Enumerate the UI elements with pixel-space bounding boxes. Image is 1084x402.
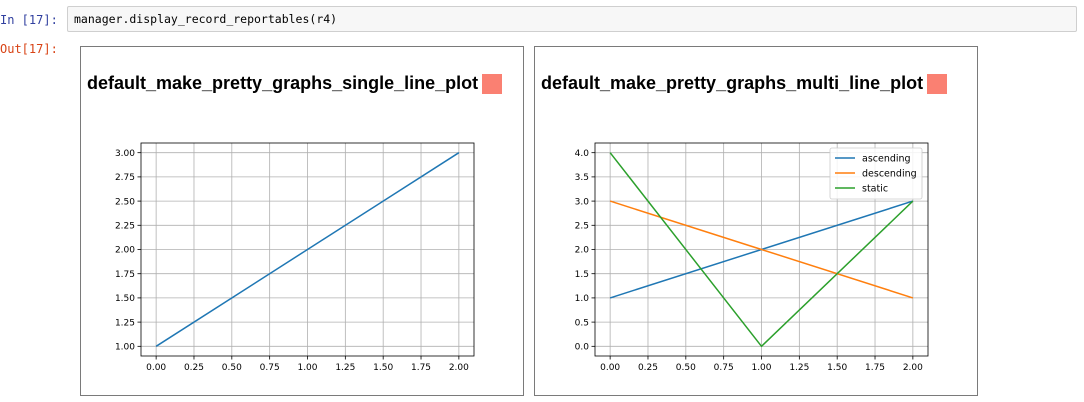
x-tick-label: 0.50: [676, 363, 696, 373]
panel-title: default_make_pretty_graphs_single_line_p…: [87, 73, 503, 94]
y-tick-label: 2.50: [115, 197, 135, 207]
y-tick-label: 1.75: [115, 270, 135, 280]
reportable-panel-single-line: default_make_pretty_graphs_single_line_p…: [80, 46, 524, 396]
y-tick-label: 2.0: [575, 246, 590, 256]
x-tick-label: 0.25: [638, 363, 658, 373]
legend-box: [829, 147, 923, 200]
y-tick-label: 2.75: [115, 173, 135, 183]
y-tick-label: 2.25: [115, 221, 135, 231]
x-tick-label: 1.25: [335, 363, 355, 373]
series-line-static: [609, 152, 914, 348]
input-prompt: In [17]:: [0, 13, 58, 27]
x-tick-label: 0.75: [260, 363, 280, 373]
x-tick-label: 1.00: [297, 363, 317, 373]
y-tick-label: 3.5: [575, 173, 589, 183]
x-tick-label: 0.75: [714, 363, 734, 373]
x-tick-label: 1.50: [373, 363, 393, 373]
y-tick-label: 4.0: [575, 149, 590, 159]
code-cell-input[interactable]: manager.display_record_reportables(r4): [67, 6, 1077, 32]
y-tick-label: 1.00: [115, 343, 135, 353]
x-tick-label: 0.00: [600, 363, 620, 373]
y-tick-label: 1.25: [115, 318, 135, 328]
axes-frame: [594, 142, 929, 357]
y-tick-label: 3.0: [575, 197, 590, 207]
series-line: [155, 152, 460, 347]
x-tick-label: 0.00: [146, 363, 166, 373]
legend-label: descending: [862, 168, 917, 179]
y-tick-label: 1.50: [115, 294, 135, 304]
y-tick-label: 0.5: [575, 318, 589, 328]
y-tick-label: 3.00: [115, 149, 135, 159]
x-tick-label: 1.75: [865, 363, 885, 373]
y-tick-label: 1.5: [575, 270, 589, 280]
x-tick-label: 1.75: [411, 363, 431, 373]
x-tick-label: 1.25: [789, 363, 809, 373]
x-tick-label: 0.50: [222, 363, 242, 373]
status-swatch: [482, 73, 503, 94]
x-tick-label: 2.00: [449, 363, 469, 373]
multi-line-chart: 0.00 0.25 0.50 0.75 1.00 1.25 1.50 1.75 2.00 0.0 0…: [575, 142, 929, 373]
x-tick-label: 0.25: [184, 363, 204, 373]
output-prompt: Out[17]:: [0, 42, 58, 56]
single-line-chart: 0.00 0.25 0.50 0.75 1.00 1.25 1.50 1.75 2.00 1.00…: [115, 142, 475, 373]
y-tick-label: 2.00: [115, 246, 135, 256]
axes-frame: [140, 142, 475, 357]
y-tick-label: 2.5: [575, 221, 589, 231]
legend-label: static: [862, 183, 888, 194]
x-tick-label: 2.00: [903, 363, 923, 373]
status-swatch: [927, 73, 948, 94]
legend-label: ascending: [862, 153, 911, 164]
panel-title-text: default_make_pretty_graphs_single_line_p…: [87, 73, 479, 93]
reportable-panel-multi-line: default_make_pretty_graphs_multi_line_pl…: [534, 46, 978, 396]
x-tick-label: 1.00: [751, 363, 771, 373]
y-tick-label: 0.0: [575, 343, 590, 353]
x-tick-label: 1.50: [827, 363, 847, 373]
y-tick-label: 1.0: [575, 294, 590, 304]
panel-title: default_make_pretty_graphs_multi_line_pl…: [541, 73, 948, 94]
panel-title-text: default_make_pretty_graphs_multi_line_pl…: [541, 73, 924, 93]
